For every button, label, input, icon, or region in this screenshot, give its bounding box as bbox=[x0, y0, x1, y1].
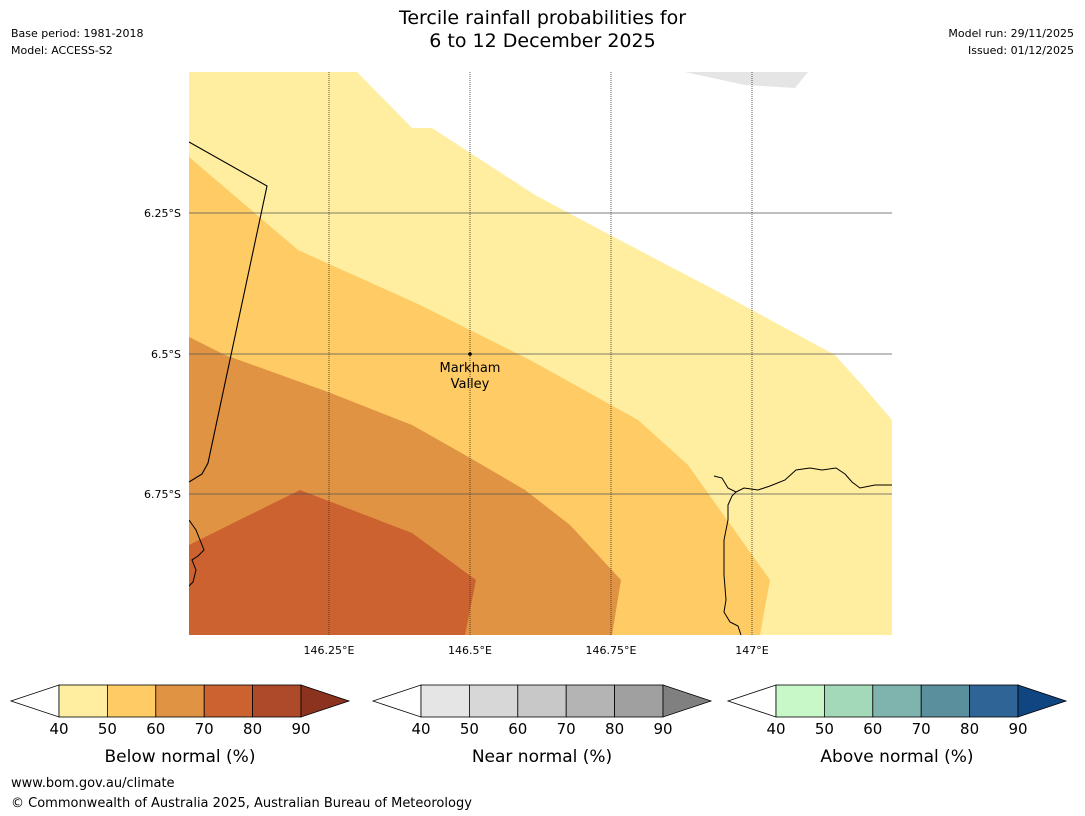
near-normal-colorbar-segment bbox=[517, 684, 567, 718]
model-run-text: Model run: 29/11/2025 bbox=[948, 27, 1074, 40]
above-normal-colorbar-tick: 70 bbox=[912, 720, 931, 738]
footer-copyright: © Commonwealth of Australia 2025, Austra… bbox=[11, 796, 472, 811]
below-normal-colorbar-low-extension bbox=[9, 684, 60, 718]
place-label-line-2: Valley bbox=[451, 377, 490, 392]
below-normal-colorbar-segment bbox=[58, 684, 108, 718]
near-normal-colorbar-tick: 70 bbox=[557, 720, 576, 738]
meta-left: Base period: 1981-2018 Model: ACCESS-S2 bbox=[11, 25, 143, 59]
above-normal-colorbar-tick: 80 bbox=[960, 720, 979, 738]
above-normal-colorbar-tick: 60 bbox=[863, 720, 882, 738]
map-panel: Markham Valley 6.25°S 6.5°S 6.75°S 146.2… bbox=[9, 72, 1068, 767]
above-normal-colorbar-tick: 90 bbox=[1008, 720, 1027, 738]
below-normal-colorbar-segment bbox=[155, 684, 205, 718]
footer-url: www.bom.gov.au/climate bbox=[11, 776, 175, 791]
lon-label-147: 147°E bbox=[735, 644, 768, 657]
markham-valley-marker bbox=[468, 352, 472, 356]
meta-right: Model run: 29/11/2025 Issued: 01/12/2025 bbox=[948, 25, 1074, 59]
below-normal-colorbar-title: Below normal (%) bbox=[105, 747, 256, 767]
near-normal-colorbar-segment bbox=[565, 684, 616, 718]
above-normal-colorbar-title: Above normal (%) bbox=[820, 747, 973, 767]
model-text: Model: ACCESS-S2 bbox=[11, 44, 113, 57]
above-normal-colorbar-segment bbox=[872, 684, 922, 718]
lat-label-6-75: 6.75°S bbox=[144, 488, 181, 501]
below-normal-colorbar-tick: 90 bbox=[291, 720, 310, 738]
near-normal-colorbar-segment bbox=[468, 684, 519, 718]
coastline-west bbox=[189, 519, 205, 587]
near-normal-colorbar-segment bbox=[420, 684, 470, 718]
above-normal-colorbar: 40 50 60 70 80 90 Above normal (%) bbox=[726, 684, 1068, 767]
border-line bbox=[189, 141, 268, 483]
above-normal-colorbar-tick: 50 bbox=[815, 720, 834, 738]
lat-label-6-5: 6.5°S bbox=[151, 348, 181, 361]
gridlines bbox=[189, 72, 892, 635]
below-normal-colorbar-high-extension bbox=[300, 684, 351, 718]
below-normal-colorbar-segment bbox=[203, 684, 253, 718]
base-period-text: Base period: 1981-2018 bbox=[11, 27, 144, 40]
above-normal-colorbar-high-extension bbox=[1017, 684, 1068, 718]
below-normal-colorbar-tick: 40 bbox=[49, 720, 68, 738]
near-normal-colorbar-title: Near normal (%) bbox=[472, 747, 612, 767]
below-normal-colorbar-tick: 70 bbox=[195, 720, 214, 738]
above-normal-colorbar-low-extension bbox=[726, 684, 777, 718]
below-normal-colorbar-tick: 60 bbox=[146, 720, 165, 738]
coastline-gulf bbox=[735, 467, 892, 493]
below-normal-colorbar-segment bbox=[107, 684, 157, 718]
near-normal-colorbar-tick: 90 bbox=[653, 720, 672, 738]
below-normal-colorbar-tick: 80 bbox=[243, 720, 262, 738]
near-normal-colorbar-low-extension bbox=[371, 684, 422, 718]
below-normal-colorbar-segment bbox=[252, 684, 302, 718]
lon-label-146-75: 146.75°E bbox=[586, 644, 637, 657]
chart-title: Tercile rainfall probabilities for 6 to … bbox=[0, 7, 1085, 53]
near-normal-colorbar-tick: 50 bbox=[460, 720, 479, 738]
lon-label-146-5: 146.5°E bbox=[448, 644, 492, 657]
coastline-east bbox=[713, 475, 742, 635]
near-normal-colorbar-tick: 80 bbox=[605, 720, 624, 738]
near-normal-colorbar-segment bbox=[614, 684, 664, 718]
title-line-1: Tercile rainfall probabilities for bbox=[398, 7, 687, 29]
above-normal-colorbar-segment bbox=[824, 684, 874, 718]
near-normal-colorbar-tick: 40 bbox=[411, 720, 430, 738]
near-normal-colorbar-high-extension bbox=[662, 684, 713, 718]
below-normal-colorbar: 40 50 60 70 80 90 Below normal (%) bbox=[9, 684, 351, 767]
lon-label-146-25: 146.25°E bbox=[304, 644, 355, 657]
near-normal-colorbar-tick: 60 bbox=[508, 720, 527, 738]
footer: www.bom.gov.au/climate © Commonwealth of… bbox=[11, 774, 472, 814]
place-label-line-1: Markham bbox=[440, 361, 501, 376]
below-normal-colorbar-tick: 50 bbox=[98, 720, 117, 738]
near-normal-40-region bbox=[685, 72, 808, 88]
near-normal-colorbar: 40 50 60 70 80 90 Near normal (%) bbox=[371, 684, 713, 767]
colorbars: 40 50 60 70 80 90 Below normal (%) 40 50 60 70 80 90… bbox=[9, 684, 1068, 767]
title-line-2: 6 to 12 December 2025 bbox=[429, 30, 656, 52]
lat-label-6-25: 6.25°S bbox=[144, 207, 181, 220]
above-normal-colorbar-tick: 40 bbox=[766, 720, 785, 738]
above-normal-colorbar-segment bbox=[969, 684, 1019, 718]
below-normal-70-80-region bbox=[189, 490, 476, 635]
map-area bbox=[189, 72, 892, 635]
issued-text: Issued: 01/12/2025 bbox=[967, 44, 1074, 57]
above-normal-colorbar-segment bbox=[920, 684, 971, 718]
above-normal-colorbar-segment bbox=[775, 684, 825, 718]
